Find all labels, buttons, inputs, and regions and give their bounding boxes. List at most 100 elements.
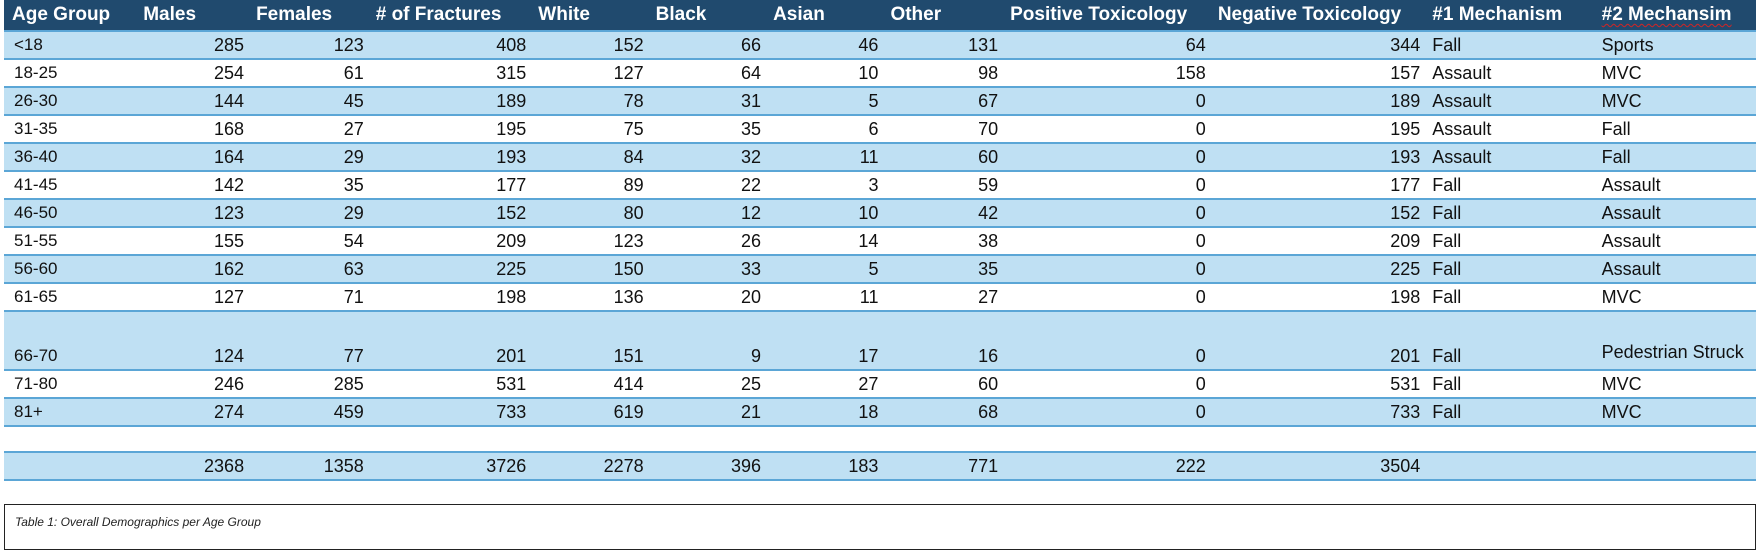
cell-neg[interactable]: 733 — [1211, 398, 1427, 427]
empty-cell[interactable] — [1426, 452, 1596, 481]
cell-age-group[interactable]: 56-60 — [4, 255, 138, 284]
total-other[interactable]: 771 — [884, 452, 1005, 481]
empty-cell[interactable] — [767, 426, 885, 453]
total-pos[interactable]: 222 — [1004, 452, 1212, 481]
cell-pos[interactable]: 0 — [1004, 143, 1212, 172]
cell-males[interactable]: 285 — [137, 31, 251, 60]
cell-mechanism-1[interactable]: Fall — [1426, 171, 1596, 200]
empty-cell[interactable] — [369, 426, 533, 453]
cell-mechanism-1[interactable]: Fall — [1426, 370, 1596, 399]
cell-mechanism-1[interactable]: Fall — [1426, 199, 1596, 228]
cell-males[interactable]: 246 — [137, 370, 251, 399]
cell-age-group[interactable]: <18 — [4, 31, 138, 60]
cell-neg[interactable]: 152 — [1211, 199, 1427, 228]
empty-cell[interactable] — [1426, 426, 1596, 453]
cell-age-group[interactable]: 41-45 — [4, 171, 138, 200]
cell-pos[interactable]: 0 — [1004, 227, 1212, 256]
cell-mechanism-2[interactable]: Fall — [1595, 143, 1756, 172]
header-negative-toxicology[interactable]: Negative Toxicology — [1211, 0, 1427, 32]
cell-mechanism-2[interactable]: MVC — [1595, 87, 1756, 116]
header-females[interactable]: Females — [250, 0, 370, 32]
total-fractures[interactable]: 3726 — [369, 452, 533, 481]
empty-cell[interactable] — [884, 426, 1005, 453]
cell-males[interactable]: 162 — [137, 255, 251, 284]
cell-asian[interactable]: 17 — [767, 311, 885, 371]
cell-asian[interactable]: 3 — [767, 171, 885, 200]
cell-males[interactable]: 155 — [137, 227, 251, 256]
total-white[interactable]: 2278 — [532, 452, 650, 481]
cell-black[interactable]: 66 — [649, 31, 768, 60]
cell-asian[interactable]: 14 — [767, 227, 885, 256]
header-age-group[interactable]: Age Group — [4, 0, 138, 32]
header-black[interactable]: Black — [649, 0, 768, 32]
cell-black[interactable]: 12 — [649, 199, 768, 228]
header-mechanism-2[interactable]: #2 Mechansim — [1595, 0, 1756, 32]
cell-mechanism-1[interactable]: Assault — [1426, 59, 1596, 88]
header-fractures[interactable]: # of Fractures — [369, 0, 533, 32]
cell-black[interactable]: 20 — [649, 283, 768, 312]
cell-black[interactable]: 64 — [649, 59, 768, 88]
empty-cell[interactable] — [1211, 426, 1427, 453]
header-other[interactable]: Other — [884, 0, 1005, 32]
cell-females[interactable]: 54 — [250, 227, 370, 256]
cell-females[interactable]: 61 — [250, 59, 370, 88]
cell-pos[interactable]: 0 — [1004, 115, 1212, 144]
cell-black[interactable]: 9 — [649, 311, 768, 371]
cell-age-group[interactable]: 51-55 — [4, 227, 138, 256]
cell-age-group[interactable]: 46-50 — [4, 199, 138, 228]
cell-fractures[interactable]: 408 — [369, 31, 533, 60]
cell-mechanism-2[interactable]: Pedestrian Struck — [1595, 311, 1756, 371]
header-mechanism-1[interactable]: #1 Mechanism — [1426, 0, 1596, 32]
empty-cell[interactable] — [250, 426, 370, 453]
cell-age-group[interactable]: 31-35 — [4, 115, 138, 144]
cell-black[interactable]: 35 — [649, 115, 768, 144]
cell-other[interactable]: 27 — [884, 283, 1005, 312]
cell-mechanism-1[interactable]: Fall — [1426, 227, 1596, 256]
cell-mechanism-2[interactable]: MVC — [1595, 370, 1756, 399]
cell-other[interactable]: 16 — [884, 311, 1005, 371]
cell-neg[interactable]: 198 — [1211, 283, 1427, 312]
cell-mechanism-1[interactable]: Fall — [1426, 398, 1596, 427]
cell-fractures[interactable]: 152 — [369, 199, 533, 228]
cell-fractures[interactable]: 193 — [369, 143, 533, 172]
cell-males[interactable]: 274 — [137, 398, 251, 427]
cell-mechanism-2[interactable]: Assault — [1595, 171, 1756, 200]
cell-mechanism-1[interactable]: Assault — [1426, 115, 1596, 144]
cell-other[interactable]: 70 — [884, 115, 1005, 144]
cell-black[interactable]: 31 — [649, 87, 768, 116]
cell-white[interactable]: 78 — [532, 87, 650, 116]
cell-white[interactable]: 127 — [532, 59, 650, 88]
cell-neg[interactable]: 193 — [1211, 143, 1427, 172]
cell-white[interactable]: 151 — [532, 311, 650, 371]
total-black[interactable]: 396 — [649, 452, 768, 481]
cell-fractures[interactable]: 225 — [369, 255, 533, 284]
cell-pos[interactable]: 158 — [1004, 59, 1212, 88]
cell-age-group[interactable]: 66-70 — [4, 311, 138, 371]
cell-fractures[interactable]: 198 — [369, 283, 533, 312]
cell-white[interactable]: 123 — [532, 227, 650, 256]
cell-black[interactable]: 32 — [649, 143, 768, 172]
header-males[interactable]: Males — [137, 0, 251, 32]
cell-mechanism-2[interactable]: Fall — [1595, 115, 1756, 144]
cell-neg[interactable]: 177 — [1211, 171, 1427, 200]
cell-other[interactable]: 42 — [884, 199, 1005, 228]
cell-black[interactable]: 26 — [649, 227, 768, 256]
cell-age-group[interactable]: 18-25 — [4, 59, 138, 88]
cell-white[interactable]: 84 — [532, 143, 650, 172]
cell-neg[interactable]: 209 — [1211, 227, 1427, 256]
cell-white[interactable]: 152 — [532, 31, 650, 60]
cell-age-group[interactable]: 81+ — [4, 398, 138, 427]
cell-asian[interactable]: 18 — [767, 398, 885, 427]
header-asian[interactable]: Asian — [767, 0, 885, 32]
cell-other[interactable]: 60 — [884, 370, 1005, 399]
cell-females[interactable]: 459 — [250, 398, 370, 427]
cell-mechanism-2[interactable]: Sports — [1595, 31, 1756, 60]
cell-mechanism-2[interactable]: Assault — [1595, 227, 1756, 256]
cell-females[interactable]: 71 — [250, 283, 370, 312]
cell-black[interactable]: 25 — [649, 370, 768, 399]
cell-pos[interactable]: 0 — [1004, 171, 1212, 200]
cell-fractures[interactable]: 531 — [369, 370, 533, 399]
cell-females[interactable]: 27 — [250, 115, 370, 144]
total-males[interactable]: 2368 — [137, 452, 251, 481]
total-neg[interactable]: 3504 — [1211, 452, 1427, 481]
